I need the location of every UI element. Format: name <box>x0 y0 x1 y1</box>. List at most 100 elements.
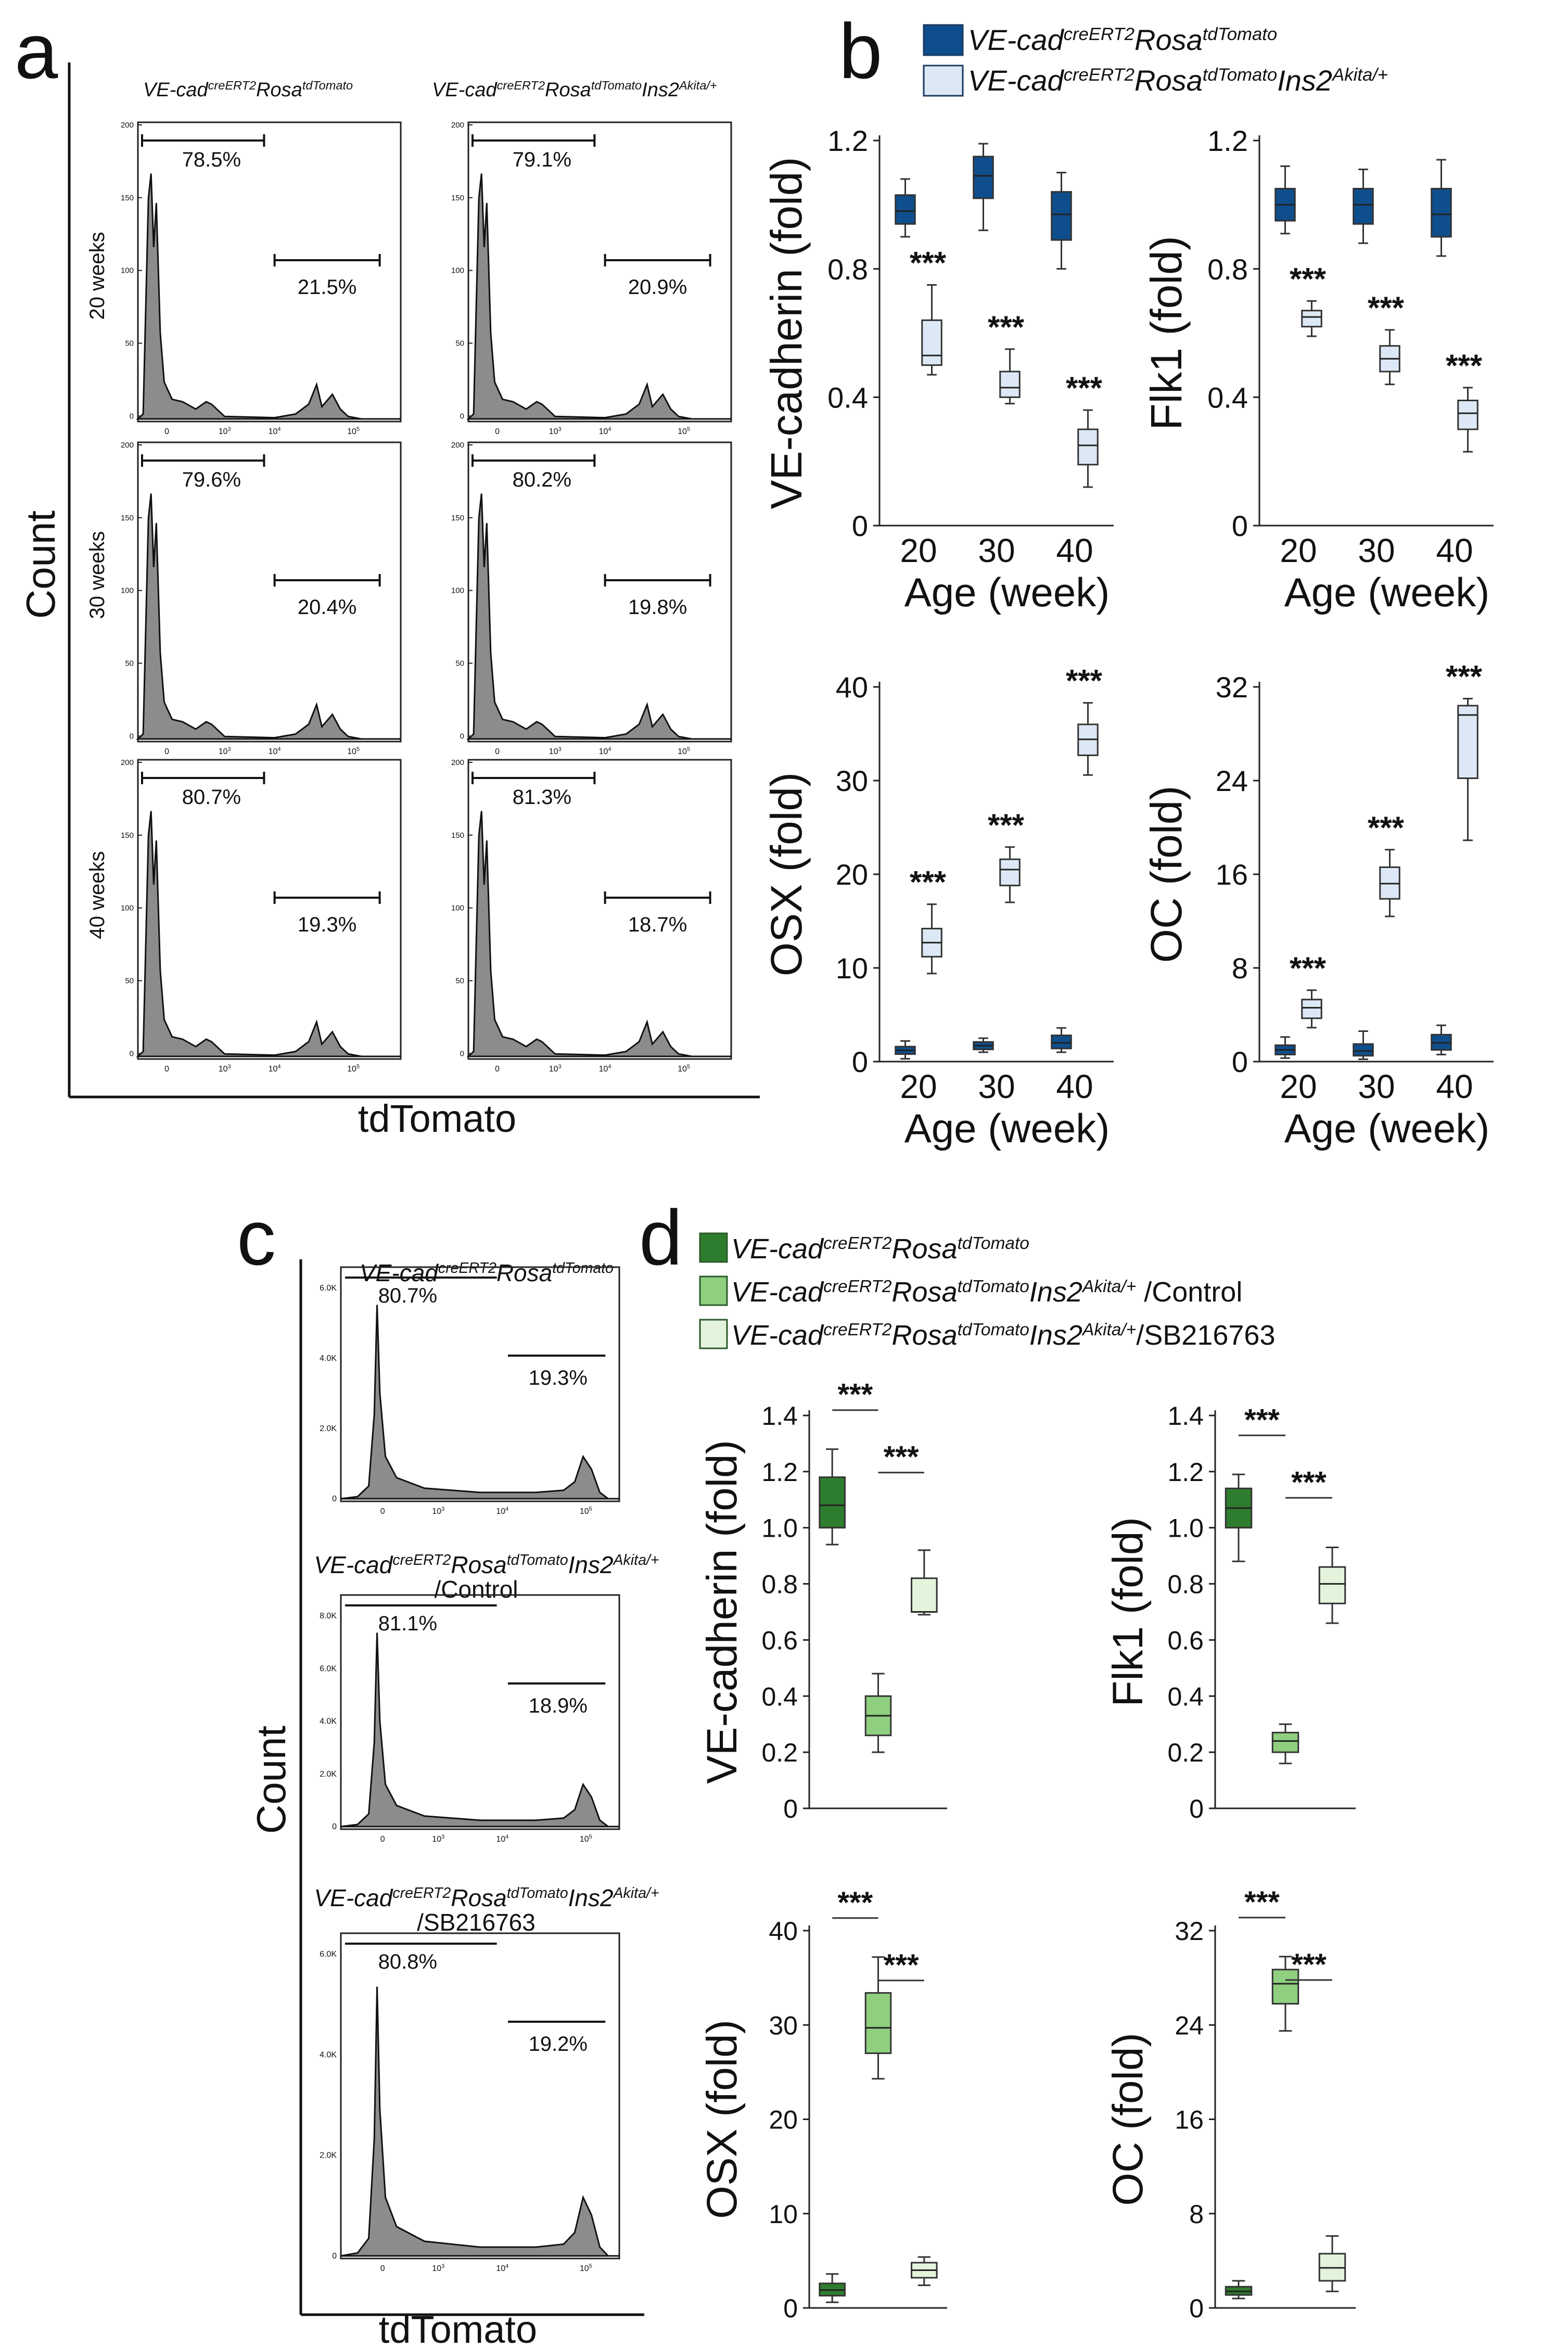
y-tick-label: 24 <box>1216 764 1248 797</box>
gate-right-percent: 18.9% <box>529 1694 588 1717</box>
y-tick-label: 1.2 <box>761 1458 798 1487</box>
y-tick: 0 <box>130 1049 134 1058</box>
x-tick: 105 <box>580 1834 592 1844</box>
y-axis-label: OC (fold) <box>1142 786 1191 963</box>
x-tick: 103 <box>432 2263 444 2273</box>
x-tick: 103 <box>219 746 231 756</box>
legend-label-1: VE-cadcreERT2RosatdTomatoIns2Akita/+ /Co… <box>731 1277 1242 1308</box>
gate-right-percent: 19.8% <box>628 596 687 619</box>
box-body <box>1432 189 1451 237</box>
x-tick-label: 40 <box>1056 532 1093 569</box>
x-tick-label: 40 <box>1436 1068 1473 1105</box>
y-tick: 150 <box>451 831 464 840</box>
y-tick-label: 0 <box>1232 1045 1248 1078</box>
x-tick: 105 <box>347 426 360 436</box>
panel-letter-d: d <box>639 1194 682 1281</box>
box-control-30 <box>974 144 993 231</box>
y-tick-label: 1.2 <box>1167 1458 1204 1487</box>
box-akita-40 <box>1458 388 1478 452</box>
y-tick-label: 24 <box>1175 2011 1204 2040</box>
y-tick: 100 <box>451 266 464 275</box>
y-tick-label: 0 <box>783 1794 798 1823</box>
y-tick: 150 <box>451 514 464 522</box>
histogram-frame <box>468 442 731 742</box>
y-tick: 50 <box>455 977 464 986</box>
x-tick: 0 <box>164 1065 169 1074</box>
flow-title-line2: /SB216763 <box>417 1909 536 1936</box>
x-tick: 0 <box>380 1507 385 1516</box>
y-axis-label: VE-cadherin (fold) <box>762 157 811 509</box>
box-group-1 <box>1226 2281 1252 2299</box>
box-control-40 <box>1052 1028 1072 1052</box>
y-tick: 4.0K <box>320 2050 337 2059</box>
x-axis-label: Age (week) <box>1284 1105 1490 1151</box>
y-tick-label: 10 <box>769 2200 798 2229</box>
legend-label-2: VE-cadcreERT2RosatdTomatoIns2Akita/+/SB2… <box>731 1320 1275 1351</box>
box-group-3 <box>912 1550 937 1615</box>
y-tick: 6.0K <box>320 1950 337 1959</box>
histogram-curve <box>341 1305 619 1499</box>
gate-left-percent: 80.8% <box>378 1950 437 1973</box>
box-akita-30 <box>1000 349 1020 404</box>
box-akita-30 <box>1380 330 1400 385</box>
x-tick: 0 <box>495 1065 500 1074</box>
y-tick: 0 <box>460 732 464 741</box>
row-label-2: 40 weeks <box>86 851 109 939</box>
histogram-r2-c1: 2001501005000 103 104 10581.3%18.7% <box>451 758 731 1074</box>
x-tick-label: 20 <box>900 1068 937 1105</box>
box-control-30 <box>974 1038 993 1052</box>
y-tick-label: 0.6 <box>761 1626 798 1655</box>
y-tick: 2.0K <box>320 2151 337 2160</box>
y-tick: 50 <box>125 977 134 986</box>
x-tick: 103 <box>219 426 231 436</box>
panel-letter-b: b <box>839 7 882 95</box>
significance-stars: *** <box>1368 810 1405 845</box>
box-body <box>1052 192 1072 240</box>
y-tick-label: 0 <box>1189 2294 1204 2323</box>
y-tick-label: 0.4 <box>1207 381 1248 414</box>
box-akita-40 <box>1078 703 1098 775</box>
box-control-40 <box>1052 173 1072 269</box>
y-tick: 200 <box>451 758 464 767</box>
y-tick-label: 32 <box>1216 671 1248 704</box>
box-body <box>912 1578 937 1612</box>
y-tick-label: 0.4 <box>1167 1682 1204 1711</box>
gate-right-percent: 20.4% <box>298 596 356 619</box>
x-tick: 104 <box>496 1506 508 1516</box>
panel-c-ylabel: Count <box>248 1726 294 1834</box>
gate-right-percent: 20.9% <box>628 276 687 299</box>
x-axis-label: Age (week) <box>1284 569 1490 615</box>
histogram-r0-c0: 200 150 100 50 0 0 103 104 105 78.5% 21.5% <box>121 121 401 436</box>
x-tick-label: 20 <box>1280 532 1317 569</box>
gate-right-percent: 19.2% <box>529 2033 588 2056</box>
box-group-3 <box>912 2257 937 2285</box>
box-akita-30 <box>1380 850 1400 916</box>
y-tick: 150 <box>121 194 134 202</box>
y-tick: 200 <box>451 441 464 450</box>
gate-right-percent: 18.7% <box>628 913 687 936</box>
gate-left-percent: 80.7% <box>182 786 241 809</box>
x-tick: 0 <box>164 427 169 436</box>
x-tick: 105 <box>347 1064 360 1074</box>
x-tick: 105 <box>678 746 690 756</box>
y-tick: 4.0K <box>320 1717 337 1726</box>
x-tick: 103 <box>219 1064 231 1074</box>
y-tick-label: 0.6 <box>1167 1626 1204 1655</box>
y-tick: 100 <box>121 266 134 275</box>
x-tick-label: 30 <box>1358 532 1395 569</box>
y-tick-label: 1.2 <box>827 124 868 157</box>
boxplot-d3: 010203040OSX (fold)****** <box>698 1886 947 2323</box>
y-tick: 50 <box>125 339 134 348</box>
significance-stars: *** <box>1291 1948 1327 1982</box>
box-group-2 <box>1272 1724 1298 1764</box>
significance-stars: *** <box>988 310 1025 344</box>
x-tick-label: 40 <box>1436 532 1473 569</box>
y-tick-label: 1.4 <box>761 1401 798 1431</box>
gate-right-percent: 21.5% <box>298 276 356 299</box>
x-tick: 0 <box>380 1835 385 1844</box>
box-group-3 <box>1319 1547 1345 1623</box>
box-group-1 <box>820 1449 845 1545</box>
y-tick-label: 0 <box>852 1045 868 1078</box>
box-body <box>1319 1567 1345 1603</box>
box-group-2 <box>865 1674 891 1752</box>
